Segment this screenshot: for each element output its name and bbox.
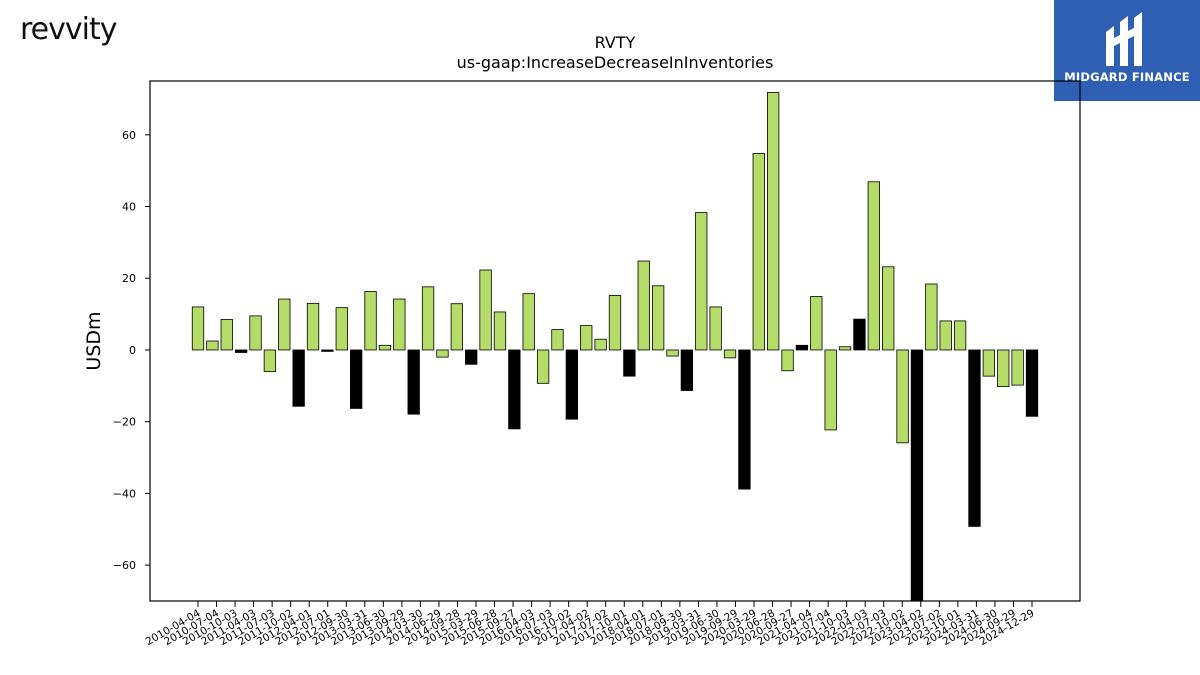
bar [810, 296, 823, 351]
bar [867, 181, 880, 351]
bar [594, 338, 607, 351]
bar [853, 318, 866, 351]
bar [838, 346, 852, 351]
y-tick-label: −20 [113, 416, 136, 429]
bar [953, 320, 967, 351]
bar [767, 92, 780, 351]
bar [508, 349, 521, 430]
bar [680, 349, 694, 391]
publisher-name: MIDGARD FINANCE [1064, 70, 1190, 84]
bar [234, 349, 248, 353]
bar [695, 212, 708, 351]
bar [292, 349, 305, 407]
y-tick-label: 40 [122, 201, 136, 214]
bar [623, 349, 636, 377]
y-tick-label: −40 [113, 487, 136, 500]
bar [350, 349, 363, 409]
bar [465, 349, 478, 365]
bar [191, 306, 205, 351]
y-axis-label: USDm [83, 311, 105, 370]
bar [896, 349, 909, 444]
bar [522, 293, 535, 351]
bar [450, 303, 463, 351]
bar [493, 311, 507, 351]
bar [580, 325, 593, 351]
bar [565, 349, 579, 420]
chart-subtitle: us-gaap:IncreaseDecreaseInInventories [457, 53, 774, 72]
bar [982, 349, 996, 377]
bar [824, 349, 837, 431]
bar [882, 266, 895, 351]
bar [795, 344, 809, 351]
bar [306, 302, 320, 351]
bar [910, 349, 924, 602]
chart-title: RVTY [595, 33, 636, 52]
y-tick-label: −60 [113, 559, 136, 572]
bar [206, 340, 219, 351]
bar [407, 349, 420, 415]
bar [651, 285, 665, 351]
bar [939, 320, 952, 351]
bar [421, 286, 435, 351]
y-axis: −60 −40 −20 0 20 40 60 [113, 129, 150, 572]
bar [723, 349, 737, 359]
bar [666, 349, 679, 357]
bar [1011, 349, 1024, 386]
y-tick-label: 20 [122, 272, 136, 285]
bar [393, 298, 406, 351]
bar [781, 349, 794, 372]
bar [378, 344, 392, 351]
bar [278, 298, 291, 351]
bar [263, 349, 277, 372]
bar [709, 306, 722, 351]
bar [321, 349, 334, 352]
bar [925, 283, 938, 351]
bar [479, 269, 492, 351]
bar [335, 307, 348, 351]
plot-frame [149, 80, 1081, 602]
publisher-mark-icon [1106, 12, 1142, 66]
bar [997, 349, 1010, 387]
bar [608, 295, 622, 351]
bar [551, 329, 564, 351]
publisher-logo: MIDGARD FINANCE [1054, 0, 1200, 101]
bar [968, 349, 981, 527]
bar [1025, 349, 1039, 417]
bar [220, 319, 233, 351]
bars-layer [191, 92, 1039, 602]
bar [752, 153, 765, 351]
y-tick-label: 0 [129, 344, 136, 357]
y-tick-label: 60 [122, 129, 136, 142]
bar [738, 349, 751, 490]
company-logo: revvity [20, 12, 117, 47]
bar [364, 291, 377, 351]
bar [436, 349, 449, 358]
bar [536, 349, 550, 384]
bar [249, 315, 262, 351]
x-axis: 2010-04-042010-07-042010-10-032011-04-03… [144, 601, 1037, 648]
bar [637, 260, 650, 351]
